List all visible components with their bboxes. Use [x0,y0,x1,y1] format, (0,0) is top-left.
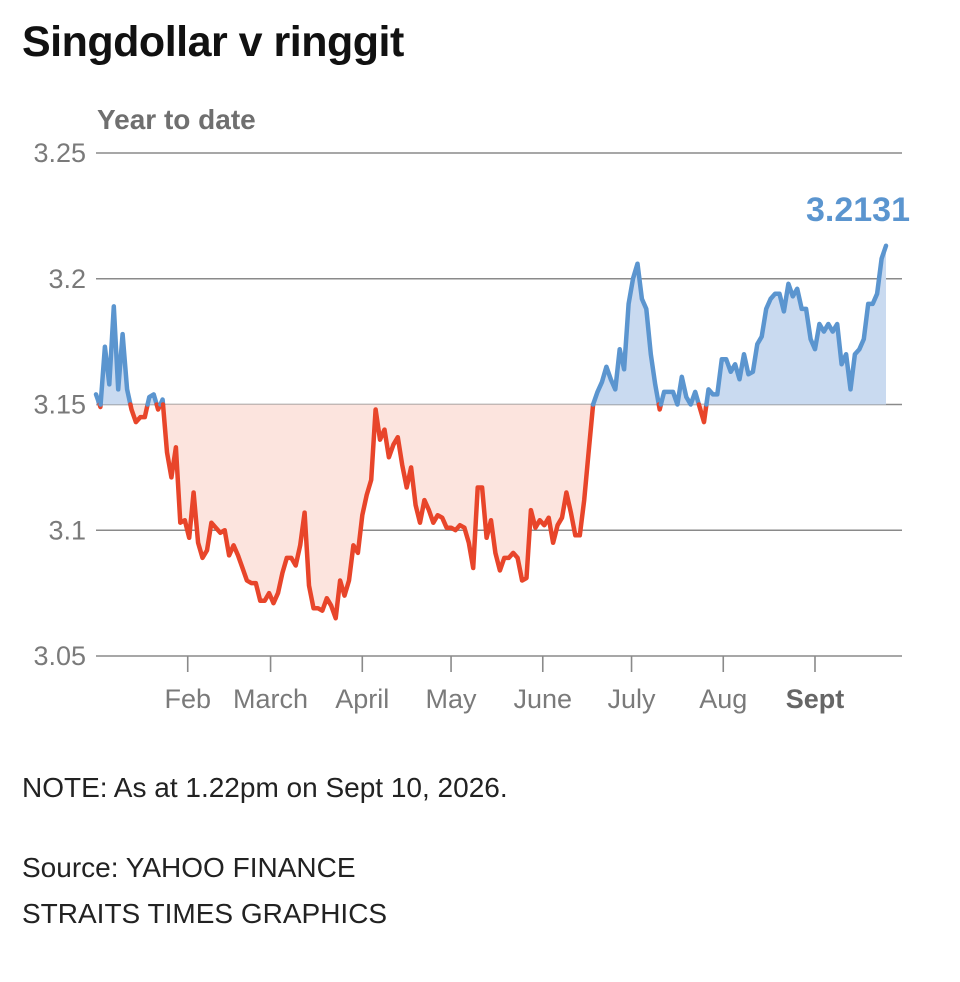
y-tick-label: 3.1 [48,515,86,545]
note-text: NOTE: As at 1.22pm on Sept 10, 2026. [22,772,508,803]
x-tick-label: July [608,684,657,714]
x-tick-label: Aug [699,684,747,714]
x-tick-label: March [233,684,308,714]
area-above-baseline [593,263,659,405]
series-line-above [145,392,159,407]
x-tick-label: Feb [164,684,211,714]
x-tick-label: April [335,684,389,714]
series-line-below [696,402,709,425]
series-line-above [658,374,702,407]
area-above-baseline [706,245,886,405]
x-axis: Feb March April May June July Aug Sept [164,656,844,714]
chart-title: Singdollar v ringgit [22,18,404,66]
series-line-above [590,261,662,407]
chart-subtitle: Year to date [97,104,256,135]
y-tick-label: 3.2 [48,264,86,294]
y-tick-label: 3.05 [33,641,86,671]
last-value-label: 3.2131 [806,191,910,229]
series-line-above [98,304,133,407]
area-below-baseline [163,404,594,619]
series-line-below [160,402,596,621]
y-axis: 3.25 3.2 3.15 3.1 3.05 [33,138,86,671]
series-lines [93,243,889,621]
series-line-below [128,402,150,425]
y-tick-label: 3.25 [33,138,86,168]
source-block: Source: YAHOO FINANCE STRAITS TIMES GRAP… [22,845,387,937]
line-chart: 3.25 3.2 3.15 3.1 3.05 Feb March April May June J… [33,138,910,714]
x-tick-label: May [426,684,478,714]
x-tick-label: June [513,684,572,714]
source-line: Source: YAHOO FINANCE [22,852,356,883]
credit-line: STRAITS TIMES GRAPHICS [22,898,388,929]
series-line-above [704,243,889,407]
x-tick-label: Sept [786,684,845,714]
y-tick-label: 3.15 [33,390,86,420]
